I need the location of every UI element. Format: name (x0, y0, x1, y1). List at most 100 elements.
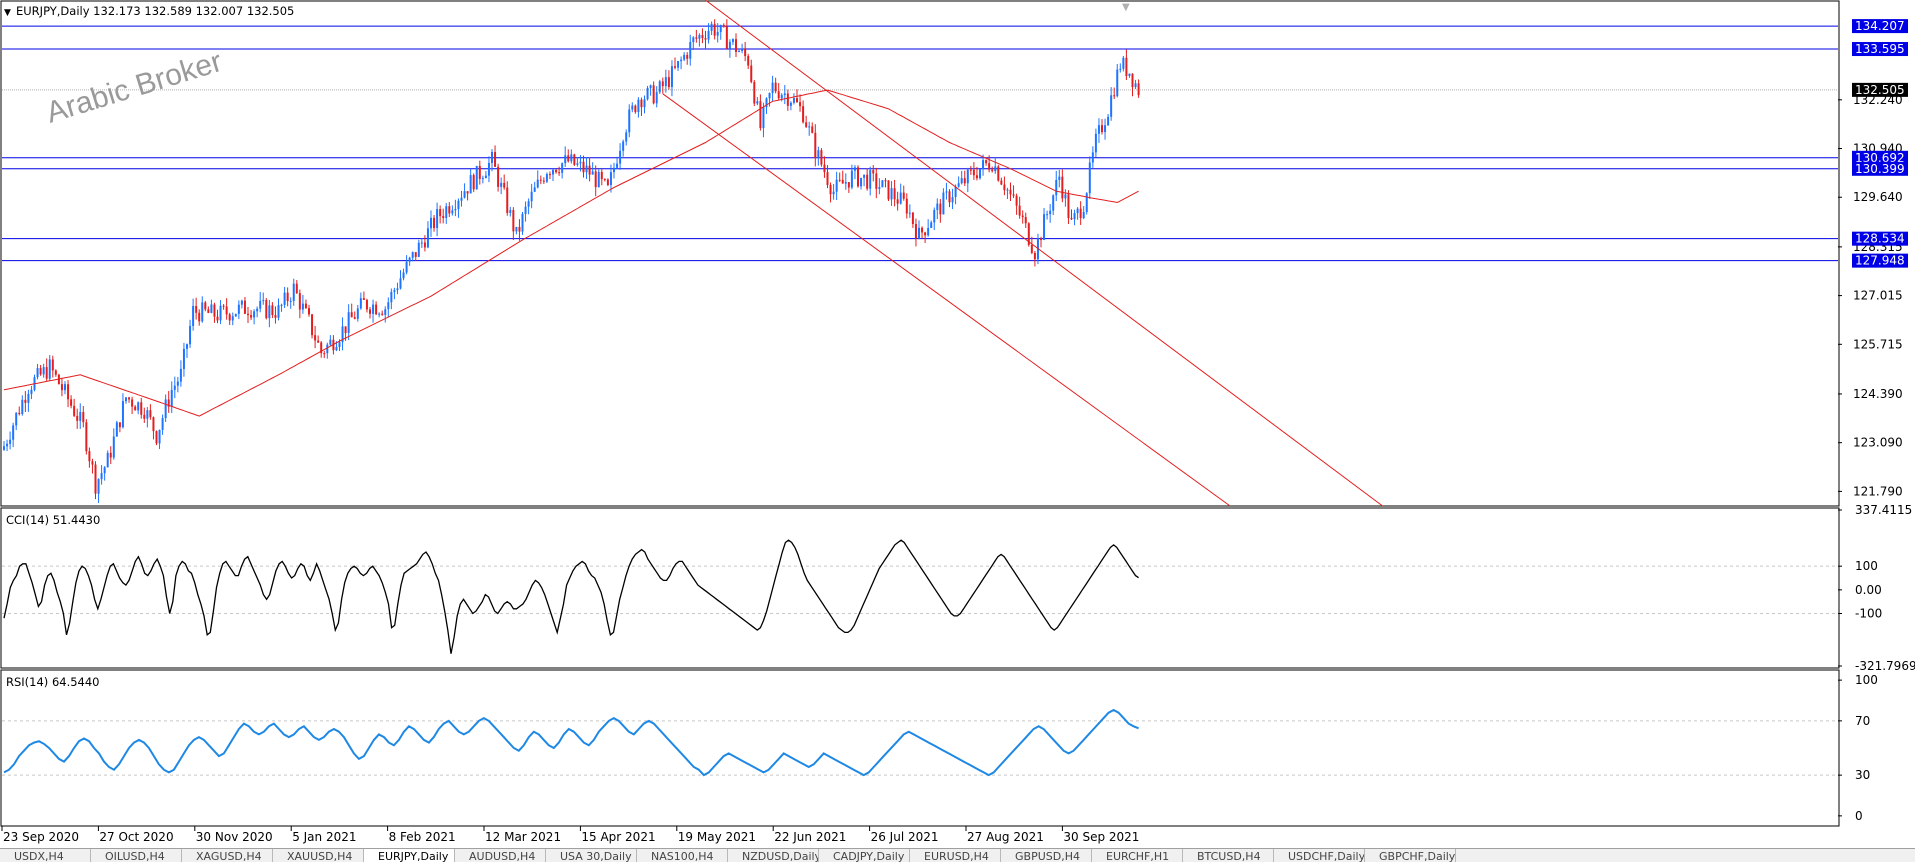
candle (677, 60, 680, 71)
candle (1027, 222, 1030, 247)
rsi-chart[interactable]: 100 70 30 0 (2, 673, 1878, 823)
symbol-tab[interactable]: EURUSD,H4 (910, 849, 1001, 862)
symbol-tab[interactable]: EURJPY,Daily (364, 849, 455, 862)
candle (256, 306, 259, 318)
candle (561, 162, 564, 179)
candle (899, 183, 902, 205)
symbol-tab[interactable]: XAUUSD,H4 (273, 849, 364, 862)
candle (219, 300, 222, 325)
candle (1058, 169, 1061, 188)
y-tick-label: -321.7969 (1855, 659, 1915, 673)
symbol-tab[interactable]: XAGUSD,H4 (182, 849, 273, 862)
candle (411, 251, 414, 262)
candle (213, 302, 216, 323)
candle (115, 420, 118, 437)
candle (780, 93, 783, 102)
symbol-tab[interactable]: OILUSD,H4 (91, 849, 182, 862)
x-tick-label: 8 Feb 2021 (389, 830, 456, 844)
candle (97, 478, 100, 503)
candle (295, 280, 298, 294)
candle (9, 431, 12, 450)
candle (240, 299, 243, 309)
candle (491, 149, 493, 172)
symbol-tab[interactable]: AUDUSD,H4 (455, 849, 546, 862)
candle (1094, 128, 1097, 158)
candle (433, 215, 436, 232)
symbol-tab[interactable]: GBPUSD,H4 (1001, 849, 1092, 862)
candle (149, 404, 152, 420)
candle (695, 29, 698, 43)
trendline[interactable] (705, 0, 1383, 507)
candle (79, 403, 82, 429)
level-label-box (1852, 42, 1908, 57)
cci-chart[interactable]: 337.4115 100 0.00 -100 -321.7969 (2, 503, 1915, 673)
candle (1107, 114, 1110, 126)
candle (347, 304, 350, 341)
symbol-tab[interactable]: USDX,H4 (0, 849, 91, 862)
candle (289, 297, 292, 309)
candle (314, 326, 317, 349)
candle (225, 298, 228, 320)
candle (442, 208, 445, 224)
price-chart[interactable]: 132.240130.940129.640128.315127.015125.7… (2, 0, 1908, 507)
collapse-arrow-icon[interactable]: ▼ (4, 8, 11, 18)
rsi-panel-frame (0, 669, 1840, 827)
candle (686, 52, 689, 65)
x-axis: 23 Sep 2020 27 Oct 2020 30 Nov 2020 5 Jan 2… (1, 826, 1139, 844)
symbol-tab[interactable]: CADJPY,Daily (819, 849, 910, 862)
candle (750, 59, 753, 84)
candle (189, 319, 192, 348)
candle (530, 183, 533, 209)
candle (887, 180, 890, 201)
candle (155, 430, 158, 446)
candle (396, 282, 399, 295)
trendline[interactable] (662, 93, 1231, 507)
candle (503, 174, 506, 190)
candle (689, 34, 692, 66)
candle (1024, 212, 1027, 229)
candle (966, 167, 969, 193)
candle (771, 75, 774, 102)
symbol-tab[interactable]: USDCHF,Daily (1274, 849, 1365, 862)
candle (1055, 170, 1058, 202)
candle (655, 86, 658, 108)
candle (820, 148, 823, 167)
candle (738, 48, 741, 53)
candle (1049, 204, 1052, 223)
symbol-tab-bar: USDX,H4 OILUSD,H4 XAGUSD,H4 XAUUSD,H4 EURJPY… (0, 848, 1915, 862)
candle (759, 94, 762, 131)
candle (39, 364, 42, 376)
candle (436, 202, 439, 237)
candle (259, 292, 262, 313)
candle (951, 188, 954, 210)
main-panel-frame (0, 0, 1840, 507)
candle (308, 304, 310, 317)
candle (533, 181, 536, 193)
candle (573, 153, 576, 166)
symbol-tab[interactable]: USA 30,Daily (546, 849, 637, 862)
candle (1104, 118, 1107, 140)
candle (1097, 118, 1100, 143)
candle (36, 363, 39, 380)
candle (972, 162, 975, 180)
symbol-tab[interactable]: EURCHF,H1 (1092, 849, 1183, 862)
symbol-tab[interactable]: NZDUSD,Daily (728, 849, 819, 862)
chart-shift-marker-icon[interactable]: ▼ (1122, 2, 1130, 13)
candle (170, 381, 173, 414)
candle (250, 310, 253, 321)
symbol-tab[interactable]: GBPCHF,Daily (1365, 849, 1456, 862)
candle (908, 204, 911, 218)
candle (359, 292, 362, 310)
candle (600, 169, 603, 186)
candle (835, 171, 838, 201)
candle (728, 39, 731, 58)
symbol-tab[interactable]: NAS100,H4 (637, 849, 728, 862)
symbol-tab[interactable]: BTCUSD,H4 (1183, 849, 1274, 862)
candle (362, 291, 365, 301)
candle (896, 191, 899, 211)
candle (109, 446, 112, 465)
candle (646, 85, 649, 101)
candle (445, 203, 448, 224)
candle (1091, 146, 1094, 168)
